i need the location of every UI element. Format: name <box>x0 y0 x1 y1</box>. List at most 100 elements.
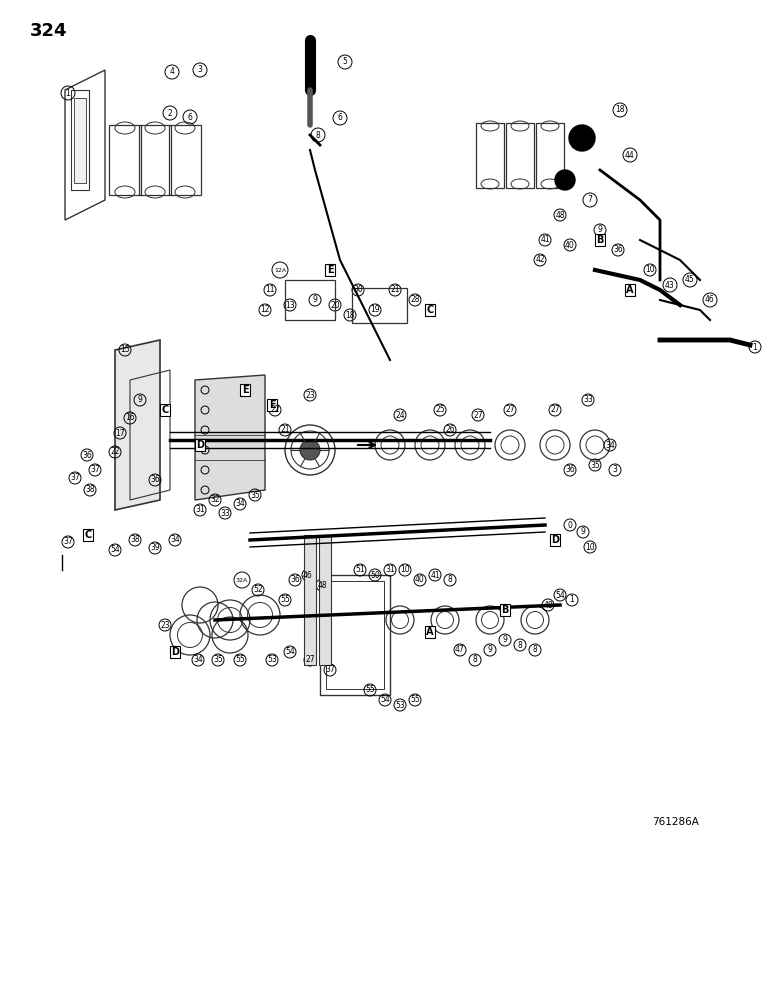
Bar <box>109 125 141 195</box>
Text: 9: 9 <box>137 395 143 404</box>
Text: 8: 8 <box>533 646 537 654</box>
Text: 48: 48 <box>543 600 553 609</box>
Text: 36: 36 <box>290 576 300 584</box>
Text: 26: 26 <box>445 426 455 434</box>
Text: 38: 38 <box>85 486 95 494</box>
Text: 1: 1 <box>66 89 70 98</box>
Text: 31: 31 <box>385 566 394 574</box>
Text: D: D <box>551 535 559 545</box>
Text: 324: 324 <box>30 22 67 40</box>
Text: 54: 54 <box>380 696 390 704</box>
Text: 17: 17 <box>115 428 125 438</box>
Text: 9: 9 <box>581 528 585 536</box>
Text: 21: 21 <box>280 426 290 434</box>
Bar <box>139 125 171 195</box>
Text: 55: 55 <box>410 696 420 704</box>
Bar <box>304 535 316 665</box>
Text: 21: 21 <box>391 286 400 294</box>
Text: 8: 8 <box>316 130 320 139</box>
Bar <box>476 122 504 188</box>
Bar <box>285 280 335 320</box>
Text: 34: 34 <box>193 656 203 664</box>
Text: 55: 55 <box>365 686 375 694</box>
Text: 55: 55 <box>280 595 290 604</box>
Text: 54: 54 <box>110 546 120 554</box>
Bar <box>74 98 86 182</box>
Text: 46: 46 <box>303 570 313 580</box>
Text: 37: 37 <box>70 474 80 483</box>
Text: 52: 52 <box>253 585 262 594</box>
Text: 6: 6 <box>337 113 343 122</box>
Text: 27: 27 <box>550 406 560 414</box>
Text: 32: 32 <box>210 495 220 504</box>
Text: 30: 30 <box>353 286 363 294</box>
Bar <box>326 581 384 689</box>
Text: 38: 38 <box>130 536 140 544</box>
Text: 41: 41 <box>430 570 440 580</box>
Text: 54: 54 <box>555 590 565 599</box>
Text: 37: 37 <box>325 666 335 674</box>
Text: 46: 46 <box>705 296 715 304</box>
Text: E: E <box>242 385 249 395</box>
Text: 10: 10 <box>400 566 410 574</box>
Text: 36: 36 <box>150 476 160 485</box>
Text: 48: 48 <box>555 211 565 220</box>
Text: 24: 24 <box>395 410 405 420</box>
Text: 8: 8 <box>517 641 523 650</box>
Text: 53: 53 <box>395 700 405 710</box>
Text: 20: 20 <box>330 300 340 310</box>
Text: 36: 36 <box>613 245 623 254</box>
Text: 9: 9 <box>313 296 317 304</box>
Text: A: A <box>626 285 634 295</box>
Ellipse shape <box>300 440 320 460</box>
Text: C: C <box>161 405 168 415</box>
Text: E: E <box>269 400 276 410</box>
Text: 37: 37 <box>63 538 73 546</box>
Text: 34: 34 <box>235 499 245 508</box>
Text: 37: 37 <box>90 466 100 475</box>
Text: 9: 9 <box>503 636 507 645</box>
Text: 4: 4 <box>170 68 174 77</box>
Text: 22: 22 <box>110 448 120 456</box>
Bar <box>353 288 408 322</box>
Text: 27: 27 <box>505 406 515 414</box>
Text: C: C <box>84 530 92 540</box>
Text: 34: 34 <box>605 440 615 450</box>
Circle shape <box>569 125 595 151</box>
Text: 1: 1 <box>753 342 757 352</box>
Circle shape <box>555 170 575 190</box>
Text: 47: 47 <box>455 646 465 654</box>
Text: 27: 27 <box>473 410 482 420</box>
Text: 53: 53 <box>267 656 277 664</box>
Bar <box>320 575 390 695</box>
Text: 40: 40 <box>415 576 425 584</box>
Text: 33: 33 <box>220 508 230 518</box>
Text: A: A <box>426 627 434 637</box>
Text: 36: 36 <box>82 450 92 460</box>
Text: 27: 27 <box>305 656 315 664</box>
Bar <box>71 90 89 190</box>
Text: 8: 8 <box>448 576 452 584</box>
Text: 8: 8 <box>472 656 477 664</box>
Text: 50: 50 <box>370 570 380 580</box>
Text: 10: 10 <box>585 542 594 552</box>
Text: 42: 42 <box>535 255 545 264</box>
Text: 35: 35 <box>590 460 600 470</box>
Text: 32A: 32A <box>236 578 248 582</box>
Text: 51: 51 <box>355 566 365 574</box>
Text: 34: 34 <box>170 536 180 544</box>
Text: 7: 7 <box>587 196 592 205</box>
Bar <box>506 122 534 188</box>
Bar <box>169 125 201 195</box>
Polygon shape <box>195 375 265 500</box>
Text: 19: 19 <box>371 306 380 314</box>
Text: 44: 44 <box>625 150 635 159</box>
Text: 23: 23 <box>305 390 315 399</box>
Text: 12A: 12A <box>274 267 286 272</box>
Text: 28: 28 <box>410 296 420 304</box>
Text: 10: 10 <box>645 265 655 274</box>
Text: 9: 9 <box>488 646 493 654</box>
Text: 41: 41 <box>540 235 550 244</box>
Text: 13: 13 <box>285 300 295 310</box>
Text: 12: 12 <box>260 306 269 314</box>
